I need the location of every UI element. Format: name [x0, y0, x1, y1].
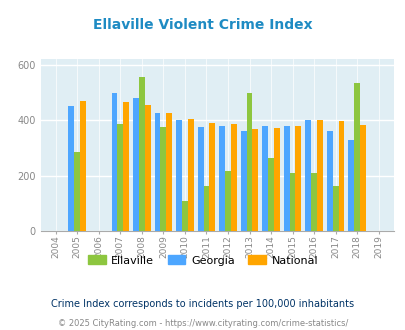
- Bar: [295, 126, 301, 231]
- Bar: [224, 172, 230, 231]
- Bar: [80, 101, 86, 231]
- Bar: [273, 128, 279, 231]
- Bar: [111, 93, 117, 231]
- Bar: [176, 120, 181, 231]
- Bar: [230, 124, 236, 231]
- Bar: [74, 152, 80, 231]
- Bar: [166, 113, 172, 231]
- Bar: [160, 127, 166, 231]
- Bar: [203, 186, 209, 231]
- Bar: [289, 173, 295, 231]
- Bar: [209, 123, 215, 231]
- Bar: [240, 131, 246, 231]
- Bar: [154, 114, 160, 231]
- Bar: [267, 158, 273, 231]
- Bar: [326, 131, 332, 231]
- Bar: [252, 129, 258, 231]
- Bar: [311, 173, 316, 231]
- Bar: [316, 120, 322, 231]
- Bar: [246, 93, 252, 231]
- Text: Ellaville Violent Crime Index: Ellaville Violent Crime Index: [93, 18, 312, 32]
- Bar: [347, 140, 354, 231]
- Bar: [219, 126, 224, 231]
- Bar: [354, 83, 359, 231]
- Bar: [359, 125, 365, 231]
- Bar: [262, 126, 267, 231]
- Bar: [338, 121, 343, 231]
- Text: © 2025 CityRating.com - https://www.cityrating.com/crime-statistics/: © 2025 CityRating.com - https://www.city…: [58, 319, 347, 328]
- Bar: [188, 119, 193, 231]
- Bar: [139, 77, 144, 231]
- Bar: [144, 105, 150, 231]
- Bar: [197, 127, 203, 231]
- Bar: [68, 107, 74, 231]
- Bar: [117, 124, 123, 231]
- Bar: [283, 126, 289, 231]
- Legend: Ellaville, Georgia, National: Ellaville, Georgia, National: [83, 251, 322, 270]
- Bar: [332, 186, 338, 231]
- Text: Crime Index corresponds to incidents per 100,000 inhabitants: Crime Index corresponds to incidents per…: [51, 299, 354, 309]
- Bar: [123, 102, 129, 231]
- Bar: [181, 201, 188, 231]
- Bar: [305, 120, 311, 231]
- Bar: [133, 98, 139, 231]
